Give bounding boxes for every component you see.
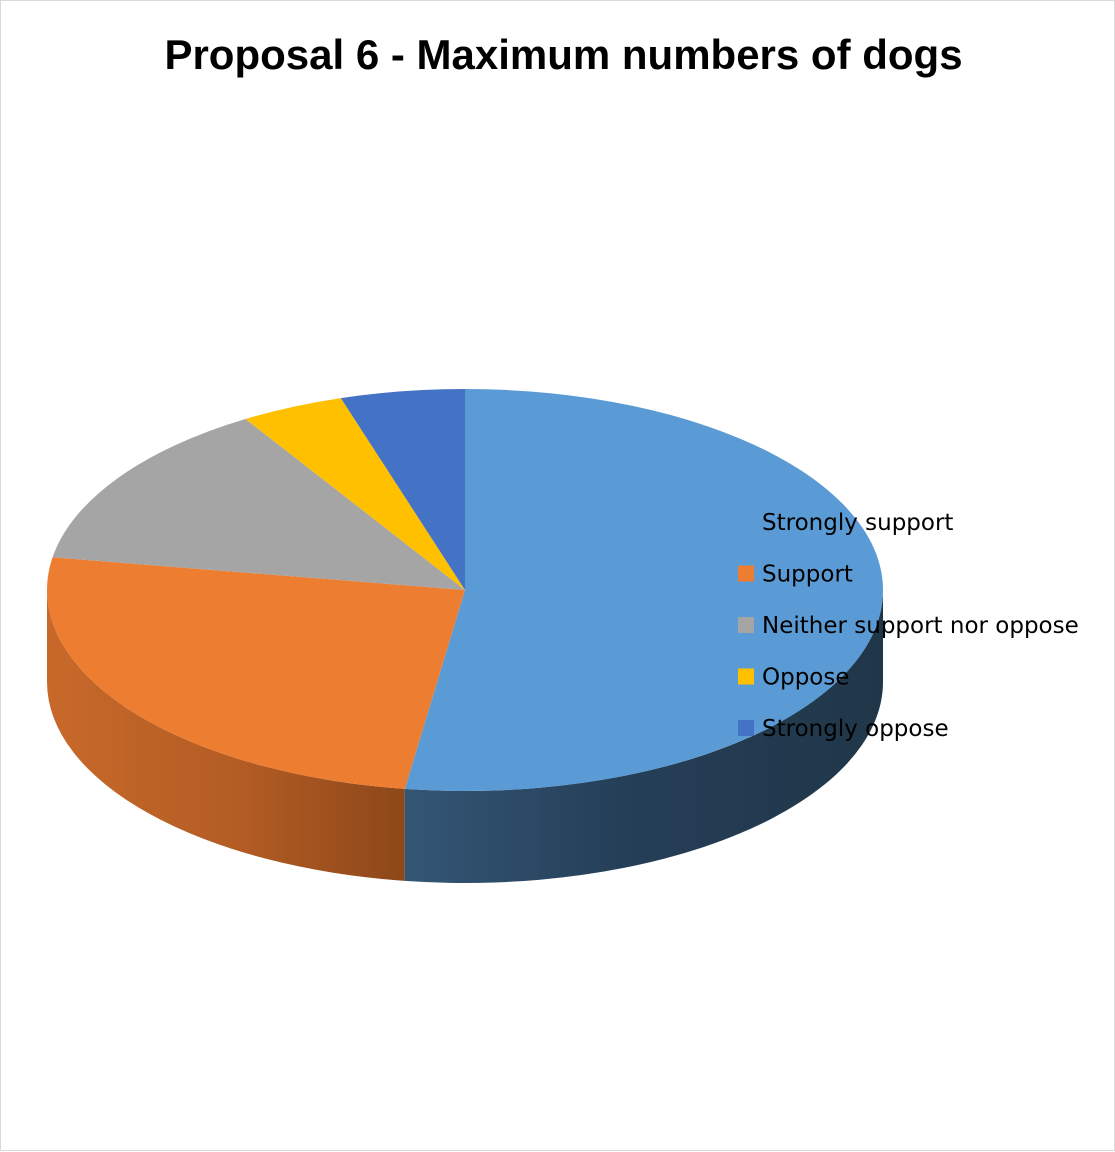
legend-item-1: Support: [738, 562, 853, 588]
legend: Strongly support Support Neither support n…: [738, 510, 1079, 742]
legend-swatch-2: [738, 617, 754, 633]
legend-item-0: Strongly support: [738, 510, 953, 536]
pie-slice-side-0: [404, 590, 883, 883]
pie-slice-4: [340, 389, 465, 590]
legend-swatch-0: [738, 514, 754, 530]
legend-item-2: Neither support nor oppose: [738, 613, 1079, 639]
legend-item-3: Oppose: [738, 665, 850, 691]
legend-swatch-3: [738, 668, 754, 685]
legend-label-1: Support: [762, 562, 853, 588]
legend-label-2: Neither support nor oppose: [762, 613, 1079, 639]
pie-slice-0: [404, 389, 883, 791]
pie-slice-side-1: [47, 590, 405, 881]
pie-slice-3: [245, 398, 465, 590]
legend-label-0: Strongly support: [762, 510, 953, 536]
legend-swatch-4: [738, 720, 754, 736]
legend-label-4: Strongly oppose: [762, 716, 949, 742]
legend-label-3: Oppose: [762, 665, 850, 691]
pie-slice-2: [52, 418, 465, 590]
legend-item-4: Strongly oppose: [738, 716, 949, 742]
pie-slice-1: [46, 557, 465, 789]
legend-swatch-1: [738, 565, 754, 582]
chart-title: Proposal 6 - Maximum numbers of dogs: [164, 31, 963, 78]
